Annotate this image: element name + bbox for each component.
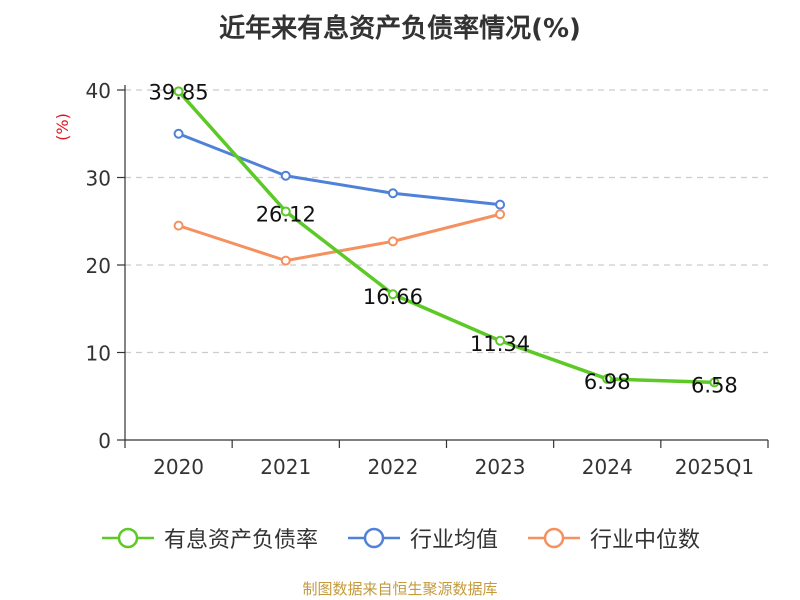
x-tick-label: 2020: [153, 455, 204, 479]
x-tick-label: 2021: [260, 455, 311, 479]
x-tick-label: 2023: [475, 455, 526, 479]
data-point: [387, 236, 398, 247]
legend-circle: [117, 527, 139, 549]
data-label: 11.34: [470, 332, 530, 356]
data-point: [280, 255, 291, 266]
data-point: [709, 377, 720, 388]
data-point: [387, 188, 398, 199]
legend-item[interactable]: 行业中位数: [526, 522, 700, 554]
legend-item[interactable]: 有息资产负债率: [100, 522, 318, 554]
y-tick-label: 20: [86, 254, 111, 278]
chart-title: 近年来有息资产负债率情况(%): [219, 14, 581, 44]
data-point: [280, 206, 291, 217]
legend-marker-icon: [101, 527, 154, 549]
data-point: [602, 373, 613, 384]
legend-label: 行业中位数: [590, 528, 701, 553]
data-point: [173, 86, 184, 97]
legend-circle: [363, 527, 385, 549]
chart-legend: 有息资产负债率 行业均值 行业中位数: [0, 522, 800, 554]
y-tick-label: 10: [86, 342, 111, 366]
x-tick-label: 2025Q1: [675, 455, 754, 479]
data-point: [495, 199, 506, 210]
data-point: [387, 289, 398, 300]
legend-marker-icon: [528, 527, 580, 549]
legend-label: 行业均值: [409, 528, 498, 553]
data-point: [495, 335, 506, 346]
data-point: [280, 170, 291, 181]
data-point: [173, 220, 184, 231]
y-tick-label: 40: [86, 79, 111, 103]
legend-label: 有息资产负债率: [163, 528, 318, 553]
data-label: 6.58: [691, 373, 738, 397]
data-point: [173, 128, 184, 139]
series-line: [178, 132, 501, 207]
series-line: [177, 90, 715, 385]
y-tick-label: 0: [98, 429, 111, 453]
data-label: 6.98: [584, 370, 631, 394]
data-label: 16.66: [363, 285, 423, 309]
y-axis-label: (%): [53, 113, 72, 141]
legend-circle: [543, 527, 565, 549]
data-label: 26.12: [256, 202, 316, 226]
data-point: [495, 209, 506, 220]
source-note: 制图数据来自恒生聚源数据库: [302, 580, 498, 598]
legend-item[interactable]: 行业均值: [346, 522, 498, 554]
y-tick-label: 30: [86, 167, 111, 191]
data-label: 39.85: [149, 80, 209, 104]
x-tick-label: 2024: [582, 455, 633, 479]
legend-marker-icon: [347, 527, 400, 549]
x-tick-label: 2022: [367, 455, 418, 479]
